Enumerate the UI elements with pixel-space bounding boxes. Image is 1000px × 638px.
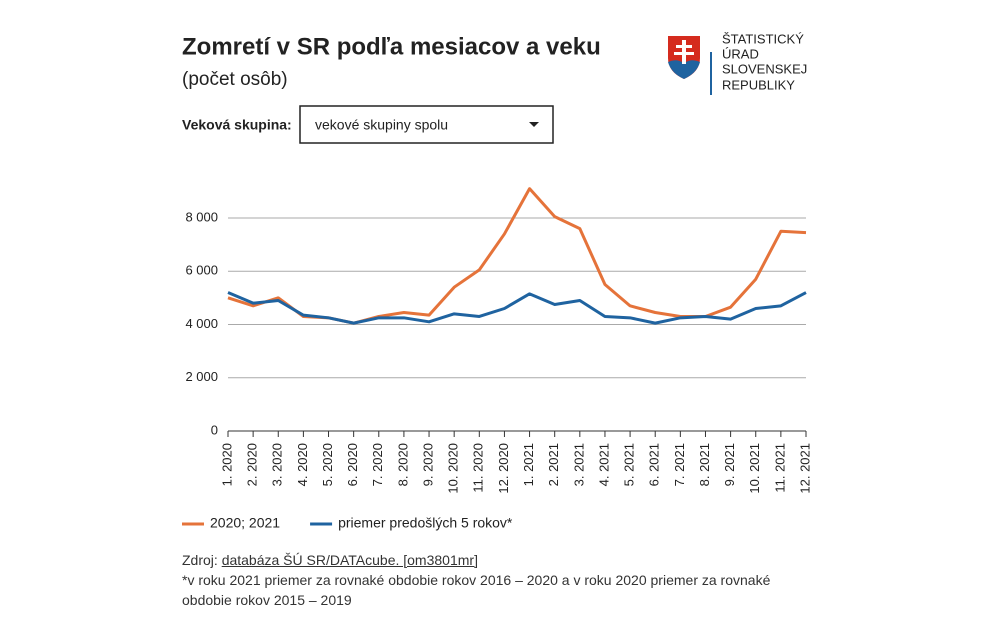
x-tick-label: 2. 2020 [245,443,260,486]
x-tick-label: 9. 2020 [420,443,435,486]
x-tick-label: 12. 2020 [496,443,511,494]
data-line [227,291,807,325]
source: Zdroj: databáza ŠÚ SR/DATAcube. [om3801m… [182,550,478,570]
x-tick-label: 4. 2021 [596,443,611,486]
x-tick-label: 5. 2020 [320,443,335,486]
x-tick-label: 7. 2021 [672,443,687,486]
x-tick-label: 7. 2020 [370,443,385,486]
x-tick-label: 1. 2020 [219,443,234,486]
x-tick-label: 10. 2020 [446,443,461,494]
note: *v roku 2021 priemer za rovnaké obdobie … [182,572,771,608]
dropdown-arrow[interactable] [529,122,539,127]
y-tick-label: 0 [211,422,218,437]
x-tick-label: 6. 2020 [345,443,360,486]
logo-text: ÚRAD [722,46,759,61]
x-tick-label: 11. 2021 [772,443,787,493]
x-tick-label: 12. 2021 [797,443,812,494]
dropdown[interactable]: vekové skupiny spolu [299,105,554,144]
x-tick-label: 9. 2021 [722,443,737,486]
source-prefix: Zdroj: [182,552,218,568]
y-tick-label: 8 000 [185,209,218,224]
chart-title: Zomretí v SR podľa mesiacov a veku [182,33,601,60]
data-line [227,187,807,325]
x-tick-label: 1. 2021 [521,443,536,486]
x-tick-label: 10. 2021 [747,443,762,494]
x-tick-label: 6. 2021 [647,443,662,486]
x-tick-label: 4. 2020 [295,443,310,486]
source-link[interactable]: databáza ŠÚ SR/DATAcube. [om3801mr] [221,552,478,568]
y-tick-label: 4 000 [185,316,218,331]
logo-text: SLOVENSKEJ [722,61,807,76]
x-tick-label: 11. 2020 [471,443,486,493]
legend-label: priemer predošlých 5 rokov* [338,515,513,531]
logo: ŠTATISTICKÝ ÚRAD SLOVENSKEJ REPUBLIKY [668,31,807,95]
filter-label: Veková skupina: [182,117,292,133]
logo-text: REPUBLIKY [722,77,795,92]
logo-text: ŠTATISTICKÝ [722,31,804,46]
x-tick-label: 8. 2020 [395,443,410,486]
shield-hills [668,60,700,79]
legend-label: 2020; 2021 [210,515,280,531]
y-tick-label: 6 000 [185,263,218,278]
x-tick-label: 3. 2020 [270,443,285,486]
dropdown-value[interactable]: vekové skupiny spolu [315,117,448,133]
shield-cross [674,40,694,64]
y-tick-label: 2 000 [185,369,218,384]
chart-subtitle: (počet osôb) [182,69,288,90]
x-tick-label: 2. 2021 [546,443,561,486]
x-tick-label: 3. 2021 [571,443,586,486]
dropdown-box[interactable] [299,105,554,144]
x-tick-label: 8. 2021 [697,443,712,486]
x-tick-label: 5. 2021 [622,443,637,486]
